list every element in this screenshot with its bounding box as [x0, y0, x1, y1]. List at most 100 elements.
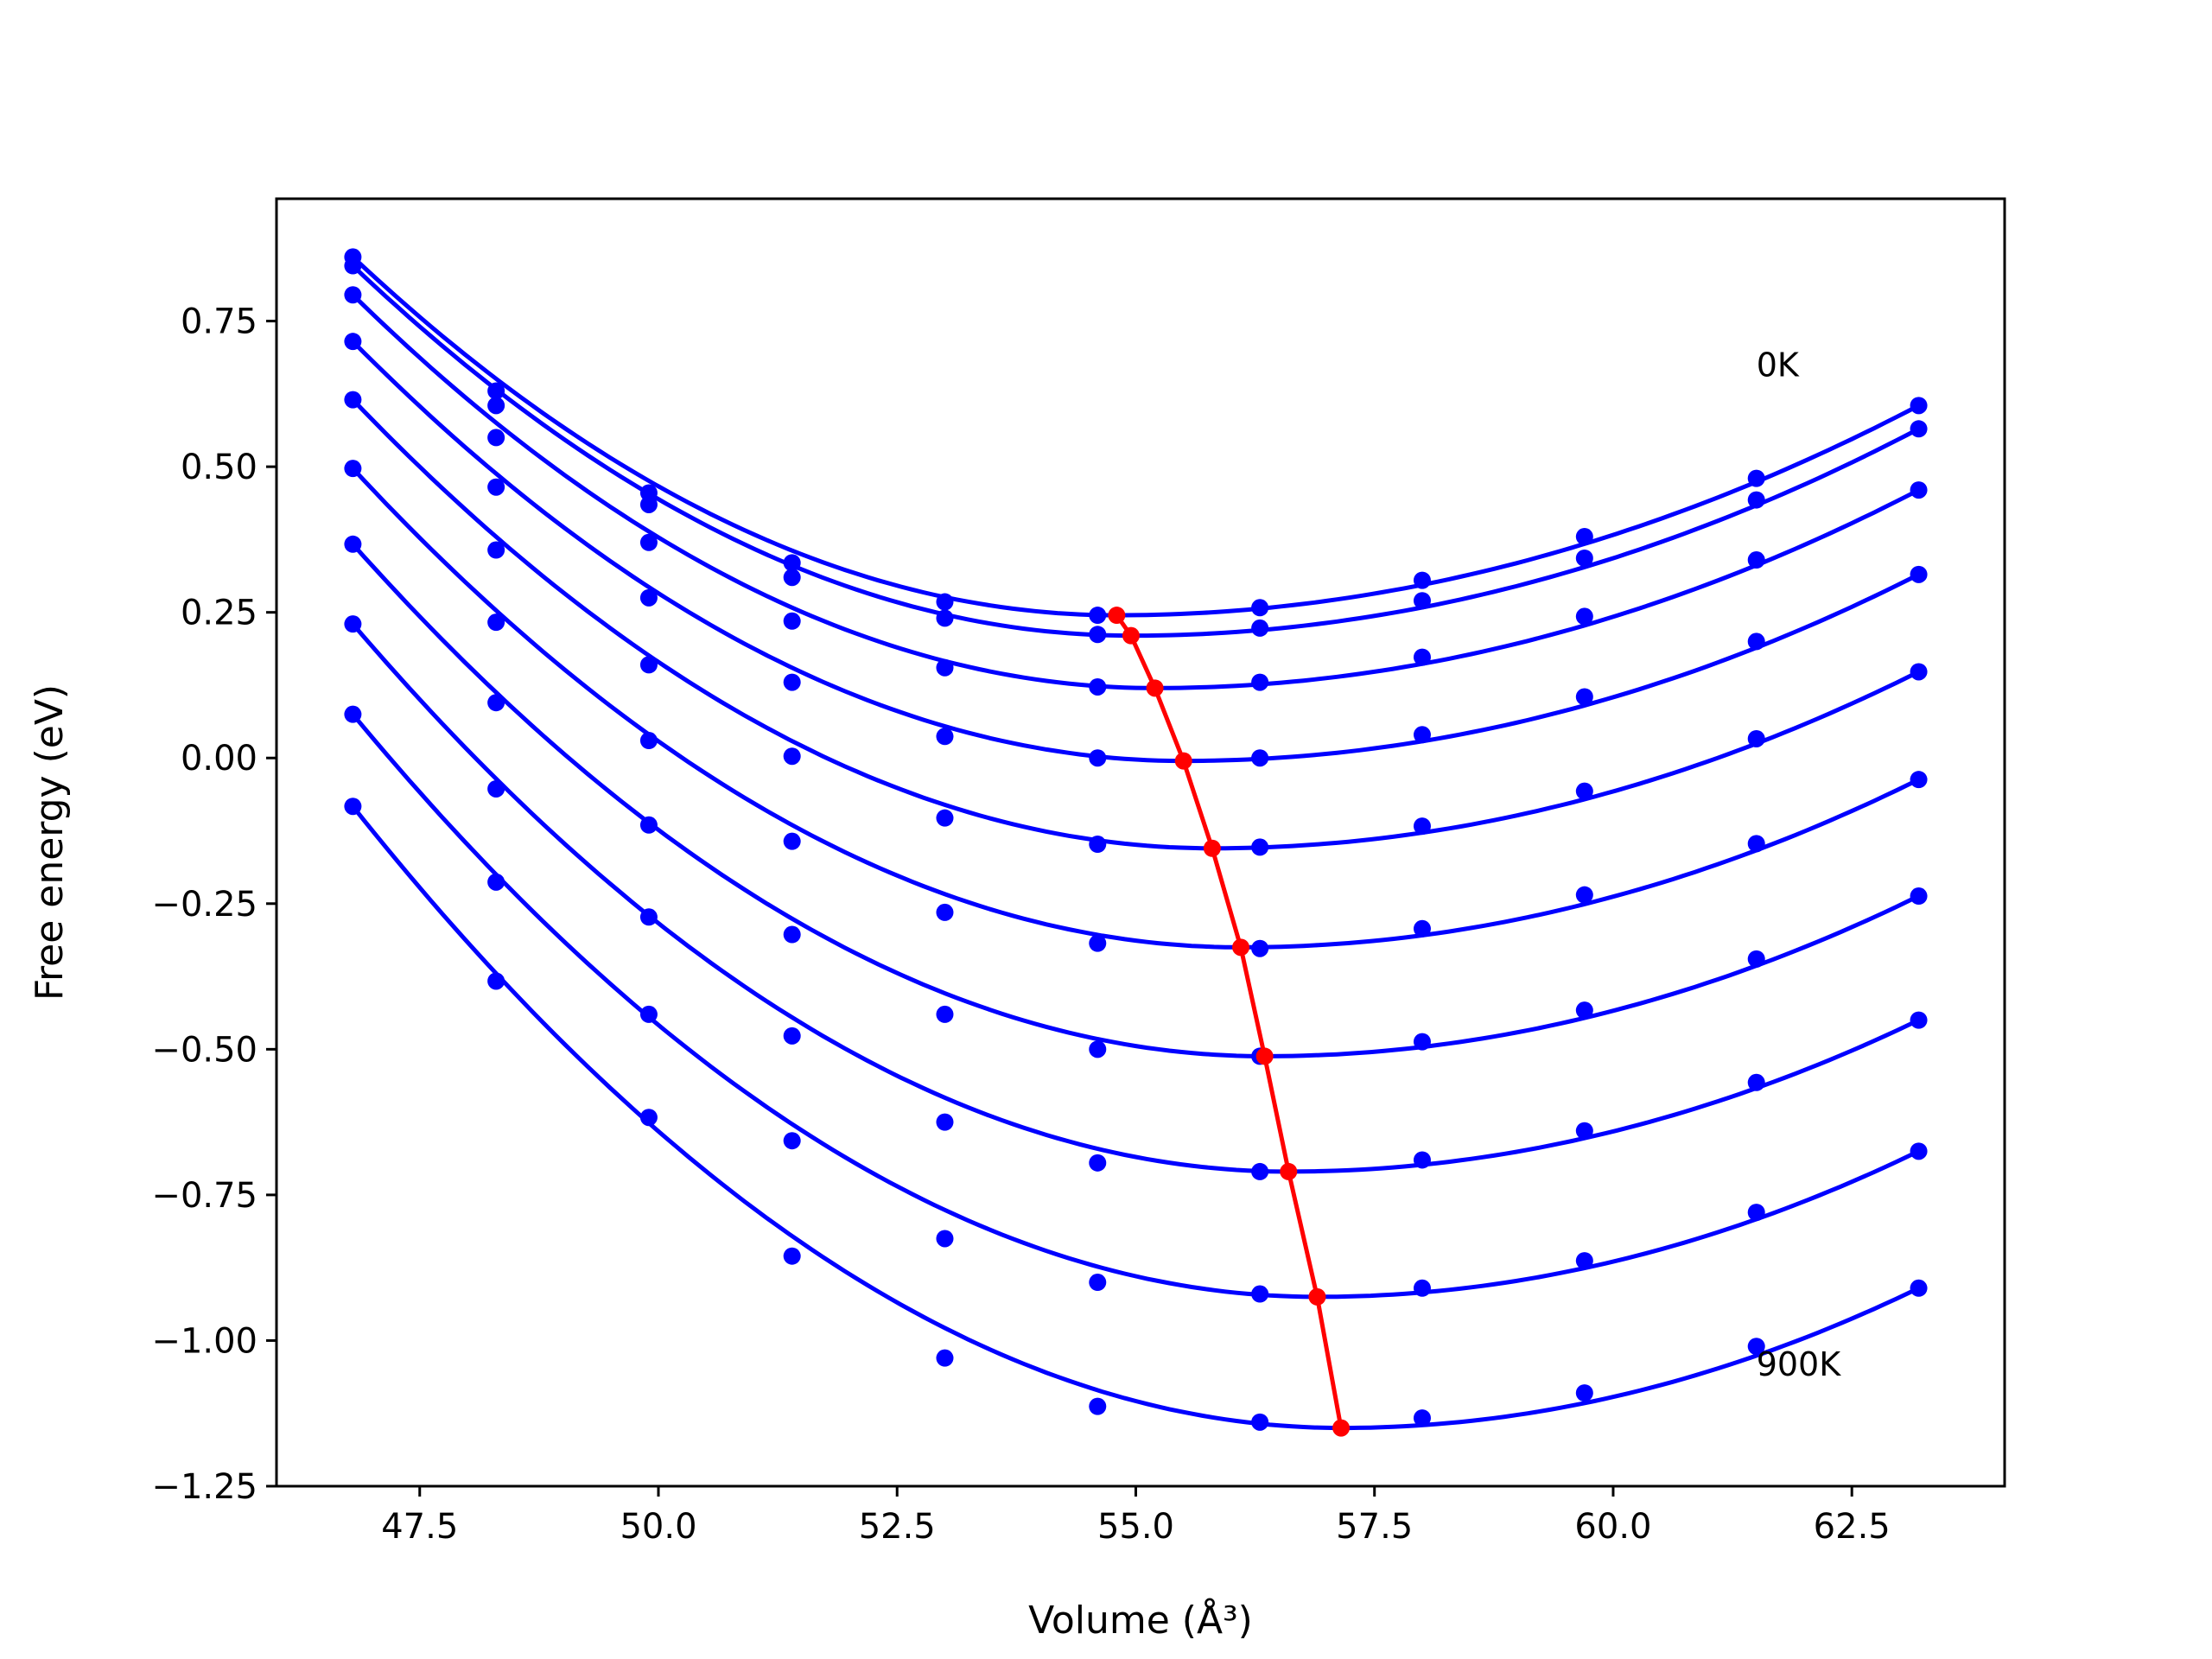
- data-point: [1413, 648, 1431, 666]
- y-tick-label: −1.25: [151, 1467, 257, 1507]
- data-point: [639, 732, 658, 750]
- minimum-point: [1308, 1287, 1326, 1306]
- minimum-point: [1108, 607, 1126, 625]
- data-point: [1747, 1204, 1765, 1222]
- data-point: [639, 908, 658, 926]
- data-point: [487, 779, 505, 798]
- data-point: [1575, 1384, 1593, 1402]
- minimum-point: [1146, 679, 1164, 697]
- data-point: [1747, 835, 1765, 853]
- minimum-point: [1203, 839, 1221, 857]
- annotations: 0K 900K: [1757, 346, 1842, 1383]
- data-point: [936, 809, 954, 827]
- x-tick-label: 57.5: [1336, 1507, 1413, 1547]
- data-point: [936, 609, 954, 627]
- y-tick-label: 0.50: [181, 448, 257, 487]
- data-point: [1747, 1073, 1765, 1091]
- data-point: [487, 613, 505, 632]
- data-point: [1251, 673, 1269, 691]
- data-point: [1575, 1122, 1593, 1140]
- data-point: [1575, 1252, 1593, 1270]
- data-point: [1413, 1151, 1431, 1169]
- fitted-curves: [351, 255, 1920, 1431]
- data-point: [936, 1005, 954, 1023]
- x-tick-label: 55.0: [1097, 1507, 1174, 1547]
- data-point: [1251, 599, 1269, 617]
- x-tick-label: 52.5: [859, 1507, 936, 1547]
- fit-curve: [351, 467, 1920, 950]
- data-point: [1575, 886, 1593, 904]
- data-point: [936, 1113, 954, 1131]
- data-point: [1910, 771, 1928, 789]
- data-point: [1575, 1001, 1593, 1020]
- data-point: [344, 615, 362, 633]
- fit-curve: [351, 543, 1920, 1058]
- x-tick-label: 62.5: [1814, 1507, 1891, 1547]
- data-point: [1910, 887, 1928, 906]
- data-point: [783, 1027, 801, 1045]
- minimum-point: [1332, 1419, 1351, 1437]
- data-point: [1251, 619, 1269, 637]
- fit-curve: [351, 255, 1920, 618]
- fit-curve: [351, 622, 1920, 1174]
- y-tick-label: −0.25: [151, 885, 257, 925]
- data-point: [1747, 469, 1765, 487]
- data-point: [1747, 632, 1765, 651]
- data-point: [1747, 491, 1765, 509]
- data-point: [344, 286, 362, 304]
- data-point: [639, 1109, 658, 1127]
- annotation-label: 900K: [1757, 1345, 1842, 1383]
- data-point: [1251, 1413, 1269, 1431]
- y-axis-label: Free energy (eV): [28, 684, 72, 1001]
- data-point: [1089, 1397, 1107, 1415]
- x-tick-label: 47.5: [381, 1507, 458, 1547]
- minimum-point: [1122, 626, 1140, 645]
- fit-curve: [351, 397, 1920, 851]
- x-tick-label: 50.0: [620, 1507, 696, 1547]
- data-point: [1089, 749, 1107, 767]
- data-point: [1089, 836, 1107, 854]
- data-point: [1910, 481, 1928, 499]
- data-point: [783, 554, 801, 572]
- data-point: [1413, 1033, 1431, 1051]
- x-axis-label: Volume (Å³): [1028, 1597, 1253, 1643]
- minimum-point: [1174, 752, 1192, 770]
- data-point: [1910, 1142, 1928, 1160]
- y-axis-ticks: 0.75 0.50 0.25 0.00 −0.25 −0.50 −0.75 −1.00 −1.2…: [151, 302, 276, 1507]
- data-point: [344, 798, 362, 816]
- data-point: [1089, 934, 1107, 952]
- x-tick-label: 60.0: [1574, 1507, 1651, 1547]
- y-tick-label: 0.25: [181, 594, 257, 633]
- data-point: [1413, 817, 1431, 836]
- data-point: [1413, 571, 1431, 589]
- x-axis-ticks: 47.5 50.0 52.5 55.0 57.5 60.0 62.5: [381, 1486, 1891, 1547]
- minimum-point: [1280, 1162, 1298, 1180]
- data-point: [344, 333, 362, 351]
- data-point: [1747, 950, 1765, 968]
- data-point: [1747, 1338, 1765, 1356]
- fit-curve: [351, 713, 1920, 1300]
- data-point: [1413, 919, 1431, 938]
- data-point: [936, 658, 954, 677]
- data-point: [639, 656, 658, 674]
- data-point: [1089, 677, 1107, 696]
- data-point: [487, 694, 505, 712]
- data-point: [1747, 551, 1765, 569]
- data-point: [1575, 782, 1593, 800]
- data-point: [487, 397, 505, 415]
- y-tick-label: 0.75: [181, 302, 257, 342]
- data-point: [1575, 607, 1593, 626]
- data-point: [639, 1005, 658, 1023]
- data-point: [344, 460, 362, 478]
- data-point: [1910, 1011, 1928, 1029]
- minimum-path: [1108, 607, 1351, 1437]
- data-point: [1251, 749, 1269, 767]
- minimum-point: [1232, 938, 1250, 957]
- data-point: [1089, 607, 1107, 625]
- data-point: [936, 593, 954, 611]
- data-point: [1089, 1154, 1107, 1172]
- y-tick-label: −0.75: [151, 1176, 257, 1216]
- fit-curve: [351, 804, 1920, 1431]
- plot-frame: [275, 197, 2006, 1488]
